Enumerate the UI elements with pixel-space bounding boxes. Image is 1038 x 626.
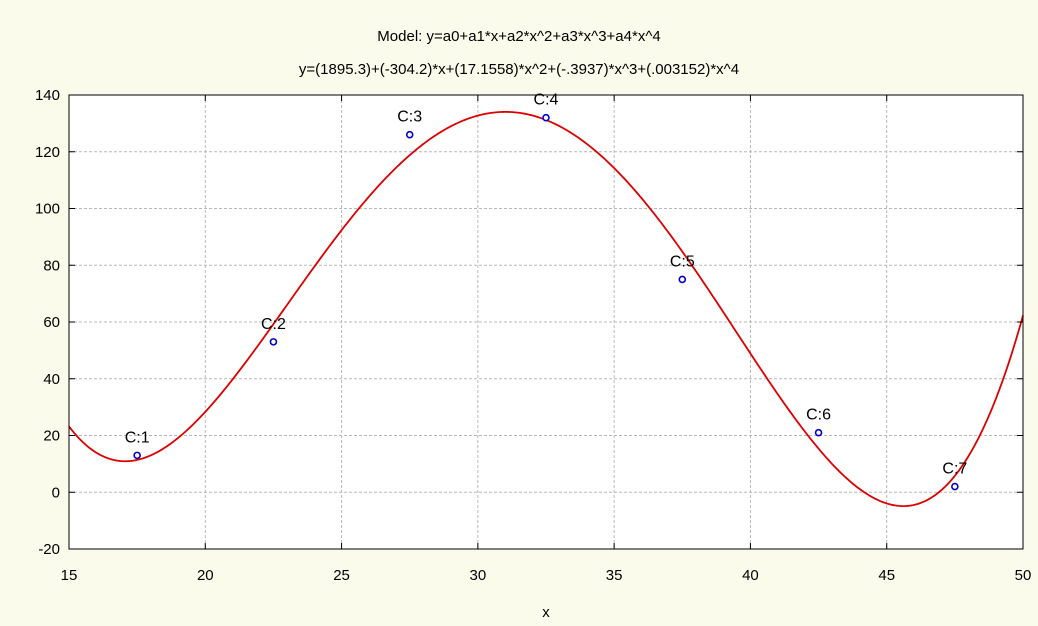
data-point-label: C:4 (534, 92, 559, 109)
axis-ticks: 15 20 25 30 35 40 45 50 -20 0 20 40 60 80 100 120 140 (35, 87, 1031, 584)
grid-lines (69, 95, 1023, 549)
data-point-label: C:6 (806, 407, 831, 424)
data-point-label: C:5 (670, 253, 695, 270)
y-tick-label: 140 (35, 87, 60, 104)
chart-title: Model: y=a0+a1*x+a2*x^2+a3*x^3+a4*x^4 (377, 28, 660, 45)
x-tick-label: 30 (470, 567, 487, 584)
x-tick-label: 50 (1015, 567, 1032, 584)
data-point-label: C:7 (942, 461, 967, 478)
x-tick-label: 45 (878, 567, 895, 584)
x-axis-label: x (542, 604, 550, 621)
x-tick-label: 25 (333, 567, 350, 584)
y-tick-label: 0 (52, 484, 60, 501)
x-tick-label: 20 (197, 567, 214, 584)
data-point (269, 338, 278, 346)
data-point (951, 482, 959, 491)
y-tick-label: 80 (43, 257, 60, 274)
x-tick-label: 15 (61, 567, 78, 584)
data-points: C:1 C:2 C:3 C:4 C:5 C:6 C:7 (125, 92, 967, 491)
data-point-label: C:1 (125, 429, 150, 446)
data-point (678, 275, 687, 284)
data-point-label: C:3 (397, 109, 422, 126)
y-tick-label: -20 (38, 541, 60, 558)
data-point (814, 428, 823, 437)
y-tick-label: 40 (43, 371, 60, 388)
data-point-label: C:2 (261, 316, 286, 333)
y-tick-label: 120 (35, 144, 60, 161)
y-tick-label: 60 (43, 314, 60, 331)
data-point (542, 113, 550, 122)
data-point (405, 130, 414, 139)
data-point (133, 451, 141, 460)
y-tick-label: 20 (43, 428, 60, 445)
chart-subtitle: y=(1895.3)+(-304.2)*x+(17.1558)*x^2+(-.3… (299, 61, 739, 78)
x-tick-label: 35 (606, 567, 623, 584)
y-tick-label: 100 (35, 201, 60, 218)
x-tick-label: 40 (742, 567, 759, 584)
